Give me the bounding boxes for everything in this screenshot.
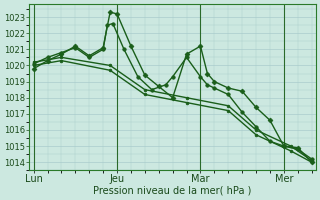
X-axis label: Pression niveau de la mer( hPa ): Pression niveau de la mer( hPa ) — [93, 186, 252, 196]
